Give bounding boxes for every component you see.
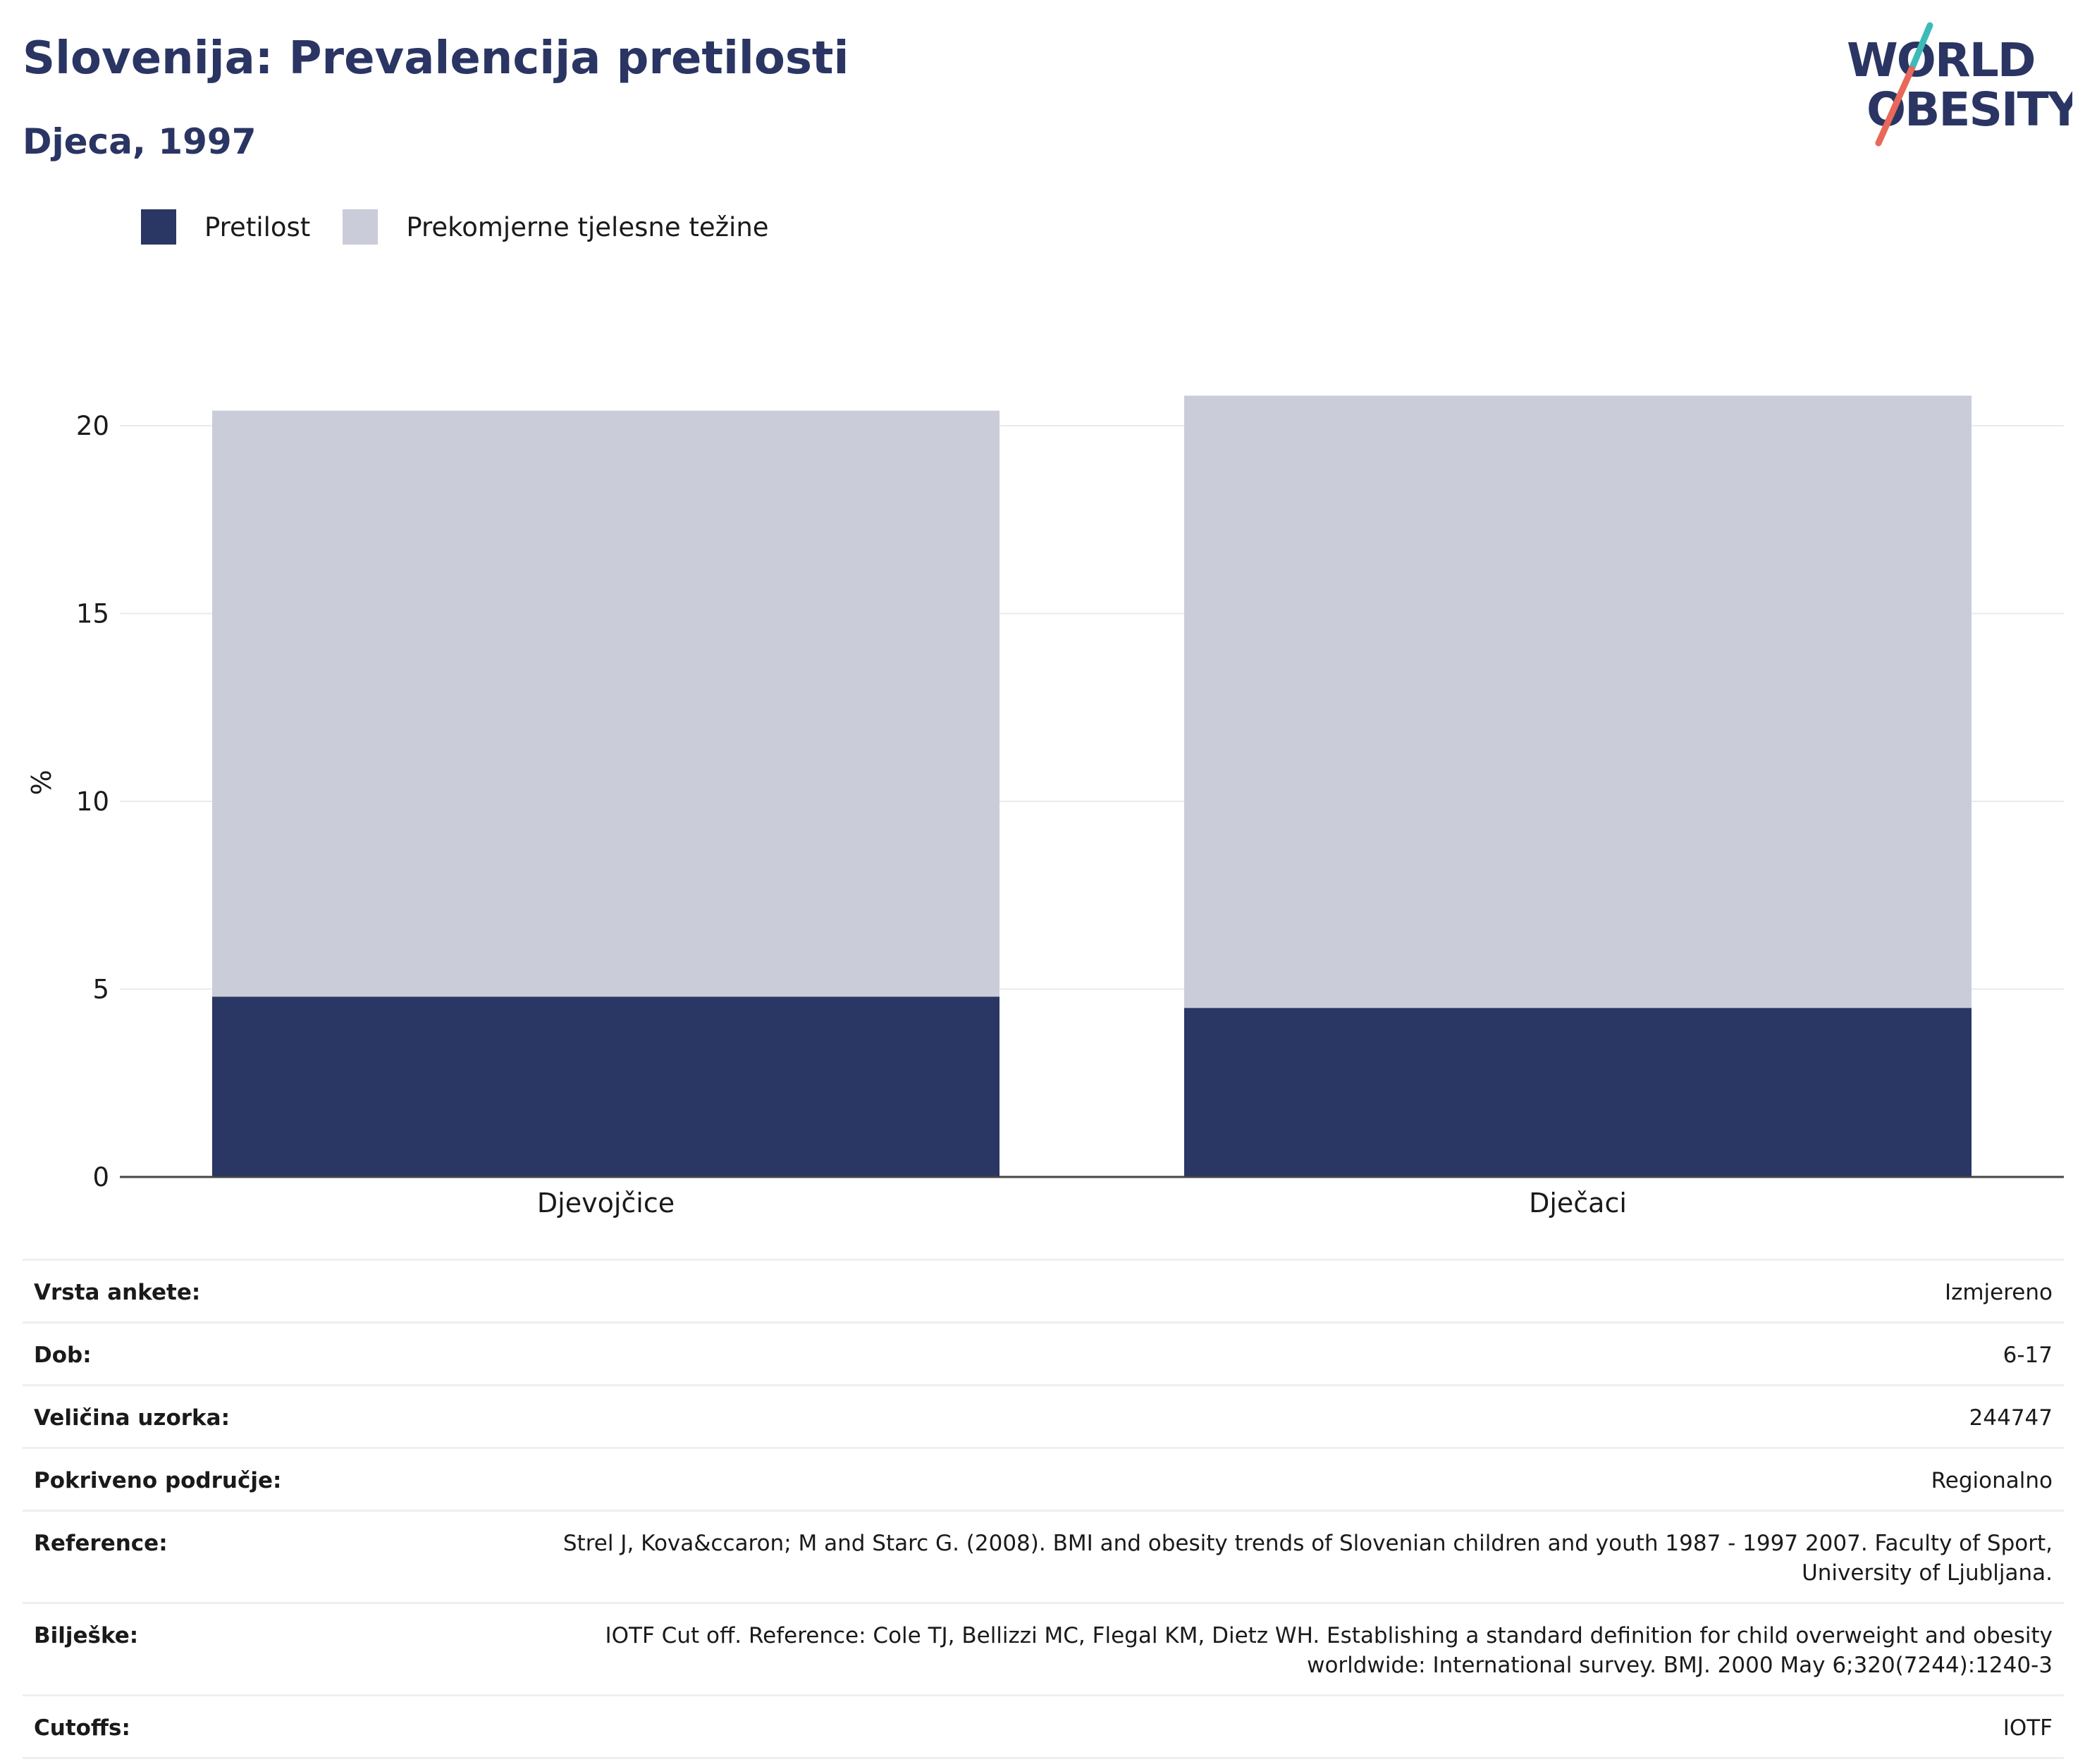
info-row: Dob: 6-17	[23, 1321, 2064, 1386]
info-value: Regionalno	[539, 1447, 2064, 1511]
y-tick-labels: 0 5 10 15 20	[76, 411, 109, 1192]
logo-slash-coral	[1875, 66, 1915, 147]
chart-title: Slovenija: Prevalencija pretilosti	[23, 32, 849, 85]
info-row: Pokriveno područje: Regionalno	[23, 1447, 2064, 1511]
bar-segment-overweight[interactable]	[1184, 395, 1972, 1009]
logo-line1: WORLD	[1847, 33, 2035, 87]
legend-swatch-overweight	[343, 209, 379, 245]
chart-subtitle: Djeca, 1997	[23, 121, 257, 162]
info-row: Reference: Strel J, Kova&ccaron; M and St…	[23, 1510, 2064, 1603]
logo-slash-teal	[1908, 22, 1933, 73]
bar-segment-overweight[interactable]	[212, 410, 1000, 997]
x-tick-labels: Djevojčice Dječaci	[537, 1188, 1627, 1219]
bar-segment-obesity[interactable]	[1184, 1008, 1972, 1177]
legend-item-overweight[interactable]: Prekomjerne tjelesne težine	[343, 209, 769, 245]
info-value: IOTF Cut off. Reference: Cole TJ, Belliz…	[539, 1602, 2064, 1696]
x-tick-label: Djevojčice	[537, 1188, 675, 1219]
info-row: Vrsta ankete: Izmjereno	[23, 1259, 2064, 1323]
legend-label-overweight: Prekomjerne tjelesne težine	[406, 211, 769, 242]
info-value: Izmjereno	[539, 1259, 2064, 1323]
info-value: Strel J, Kova&ccaron; M and Starc G. (20…	[539, 1510, 2064, 1603]
info-key: Reference:	[23, 1510, 539, 1603]
logo-line2: OBESITY	[1866, 82, 2072, 137]
info-key: Veličina uzorka:	[23, 1384, 539, 1448]
bars	[212, 395, 1972, 1177]
info-row: Cutoffs: IOTF	[23, 1694, 2064, 1759]
legend-label-obesity: Pretilost	[204, 211, 311, 242]
y-tick-label: 15	[76, 599, 109, 629]
legend-item-obesity[interactable]: Pretilost	[141, 209, 310, 245]
info-value: 244747	[539, 1384, 2064, 1448]
y-tick-label: 20	[76, 411, 109, 441]
info-value: IOTF	[539, 1694, 2064, 1759]
y-tick-label: 0	[92, 1162, 109, 1192]
info-key: Cutoffs:	[23, 1694, 539, 1759]
info-row: Bilješke: IOTF Cut off. Reference: Cole T…	[23, 1602, 2064, 1696]
legend-swatch-obesity	[141, 209, 176, 245]
info-key: Pokriveno područje:	[23, 1447, 539, 1511]
stacked-bar-chart: 0 5 10 15 20 Djevojčice Dječaci %	[26, 395, 2064, 1219]
chart-legend: Pretilost Prekomjerne tjelesne težine	[141, 209, 801, 245]
info-value: 6-17	[539, 1321, 2064, 1386]
bar-segment-obesity[interactable]	[212, 997, 1000, 1177]
world-obesity-logo: WORLD OBESITY	[1847, 22, 2072, 147]
y-tick-label: 5	[92, 975, 109, 1005]
x-tick-label: Dječaci	[1529, 1188, 1627, 1219]
info-key: Bilješke:	[23, 1602, 539, 1696]
info-key: Vrsta ankete:	[23, 1259, 539, 1323]
survey-info-table: Vrsta ankete: Izmjereno Dob: 6-17 Veličina u…	[23, 1259, 2064, 1759]
info-key: Dob:	[23, 1321, 539, 1386]
y-axis-label: %	[26, 770, 57, 795]
info-row: Veličina uzorka: 244747	[23, 1384, 2064, 1448]
y-tick-label: 10	[76, 787, 109, 817]
